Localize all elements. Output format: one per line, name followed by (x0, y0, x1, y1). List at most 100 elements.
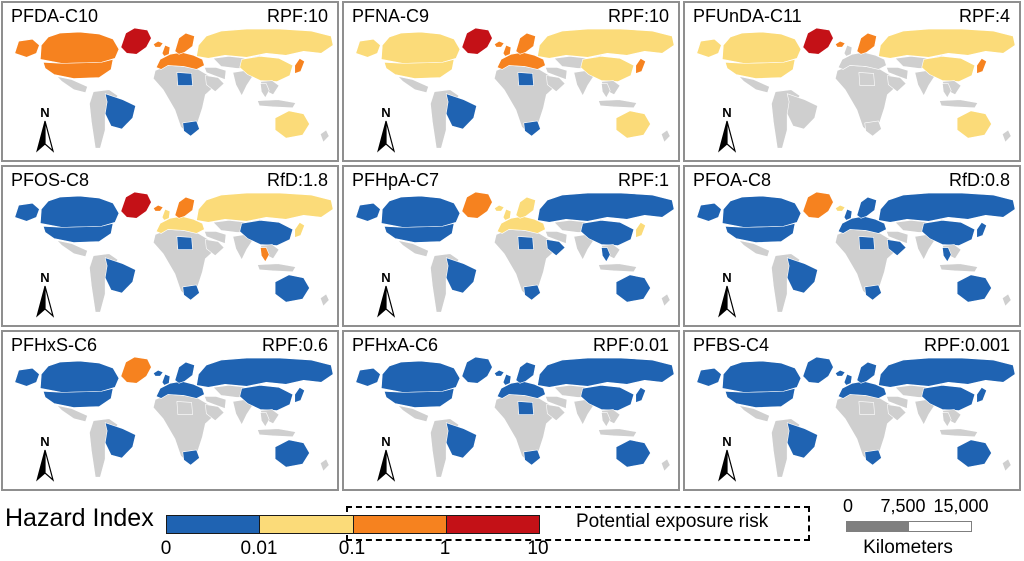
region-usa (383, 223, 455, 244)
potency-factor-label: RPF:10 (607, 6, 669, 26)
map-panel-PFHxS-C6: PFHxS-C6 RPF:0.6 N (1, 329, 339, 491)
scalebar-distance-label: 15,000 (933, 496, 989, 516)
region-canada (40, 196, 120, 229)
north-arrow-icon: N (377, 271, 396, 318)
potency-factor-label: RPF:0.6 (261, 334, 328, 355)
scalebar-distance-label: 7,500 (880, 496, 926, 516)
region-russia (196, 28, 334, 59)
world-map (696, 27, 1016, 149)
region-uk (502, 44, 512, 57)
potential-exposure-risk-label: Potential exposure risk (576, 511, 769, 532)
region-indonesia (598, 263, 638, 273)
region-southafrica (523, 120, 541, 137)
region-saudi (546, 75, 566, 92)
region-saudi (887, 75, 907, 92)
region-middleeast (204, 231, 227, 245)
region-thailand (260, 411, 270, 427)
region-australia (274, 439, 310, 468)
potency-factor-label: RfD:1.8 (266, 170, 328, 191)
region-europe (155, 216, 205, 235)
north-arrow-icon: N (36, 271, 55, 318)
compound-title: PFHxA-C6 (352, 334, 439, 355)
region-canada (40, 31, 120, 64)
region-newzealand (1002, 294, 1012, 307)
region-newzealand (320, 129, 330, 143)
region-alaska (14, 367, 40, 387)
region-alaska (355, 203, 381, 222)
hazard-index-colorbar (166, 515, 540, 534)
region-middleeast (886, 395, 909, 409)
region-middleeast (886, 67, 909, 80)
colorbar-segment-orange (352, 516, 446, 533)
north-arrow-icon: N (718, 271, 737, 318)
potency-factor-label: RPF:1 (617, 170, 669, 191)
region-europe (496, 216, 546, 235)
region-canada (381, 360, 461, 393)
map-panel-PFUnDA-C11: PFUnDA-C11 RPF:4 N (683, 1, 1021, 163)
region-brazil (445, 257, 477, 294)
region-europe (155, 380, 205, 399)
region-libya (517, 72, 534, 86)
region-southafrica (864, 284, 882, 301)
world-map (696, 356, 1016, 478)
region-thailand (260, 83, 270, 99)
region-greenland (461, 192, 493, 219)
region-mexico (397, 404, 429, 422)
region-china (239, 220, 294, 247)
colorbar-tick: 0.01 (240, 538, 278, 559)
scalebar (846, 521, 972, 532)
map-panel-PFOA-C8: PFOA-C8 RfD:0.8 N (683, 165, 1021, 327)
region-australia (615, 110, 651, 139)
svg-text:N: N (381, 271, 390, 285)
world-map (355, 27, 675, 149)
region-australia (956, 274, 992, 303)
region-usa (724, 223, 796, 244)
compound-title: PFHxS-C6 (11, 334, 98, 355)
region-libya (176, 236, 193, 251)
region-uk (161, 44, 171, 57)
region-southafrica (182, 449, 200, 466)
region-uk (843, 209, 853, 221)
region-iceland (494, 40, 505, 48)
map-panels-grid: PFDA-C10 RPF:10 N PFNA-C9 RPF:10 N PFUnDA-C11 R… (1, 1, 1021, 491)
compound-title: PFOS-C8 (11, 170, 90, 191)
region-mexico (738, 404, 770, 422)
region-china (239, 384, 294, 411)
region-scandinavia (856, 32, 877, 55)
region-canada (381, 196, 461, 229)
map-panel-PFHxA-C6: PFHxA-C6 RPF:0.01 N (342, 329, 680, 491)
region-thailand (601, 411, 611, 427)
svg-text:N: N (40, 106, 49, 120)
region-russia (196, 193, 334, 223)
region-brazil (104, 422, 136, 458)
region-china (580, 220, 635, 247)
potency-factor-label: RPF:0.01 (592, 334, 669, 355)
region-china (921, 384, 976, 411)
svg-text:N: N (381, 435, 390, 449)
region-japan (976, 222, 987, 239)
region-australia (274, 274, 310, 303)
region-scandinavia (174, 361, 195, 384)
potency-factor-label: RPF:4 (958, 6, 1010, 26)
region-middleeast (545, 67, 568, 80)
region-china (239, 56, 294, 82)
region-usa (724, 59, 796, 79)
region-mexico (397, 76, 429, 93)
region-libya (517, 236, 534, 251)
svg-text:N: N (381, 106, 390, 120)
region-indonesia (598, 99, 638, 109)
region-china (580, 56, 635, 82)
compound-title: PFHpA-C7 (352, 170, 440, 191)
region-europe (496, 51, 546, 70)
region-usa (42, 59, 114, 79)
region-iceland (153, 205, 164, 212)
colorbar-segment-blue (167, 516, 260, 533)
compound-title: PFDA-C10 (11, 6, 99, 26)
region-saudi (887, 403, 907, 421)
north-arrow-icon: N (377, 435, 396, 482)
region-iceland (835, 369, 846, 377)
region-brazil (786, 93, 818, 130)
scalebar-distance-label: 0 (842, 496, 854, 516)
region-uk (843, 373, 853, 386)
region-saudi (546, 239, 566, 257)
